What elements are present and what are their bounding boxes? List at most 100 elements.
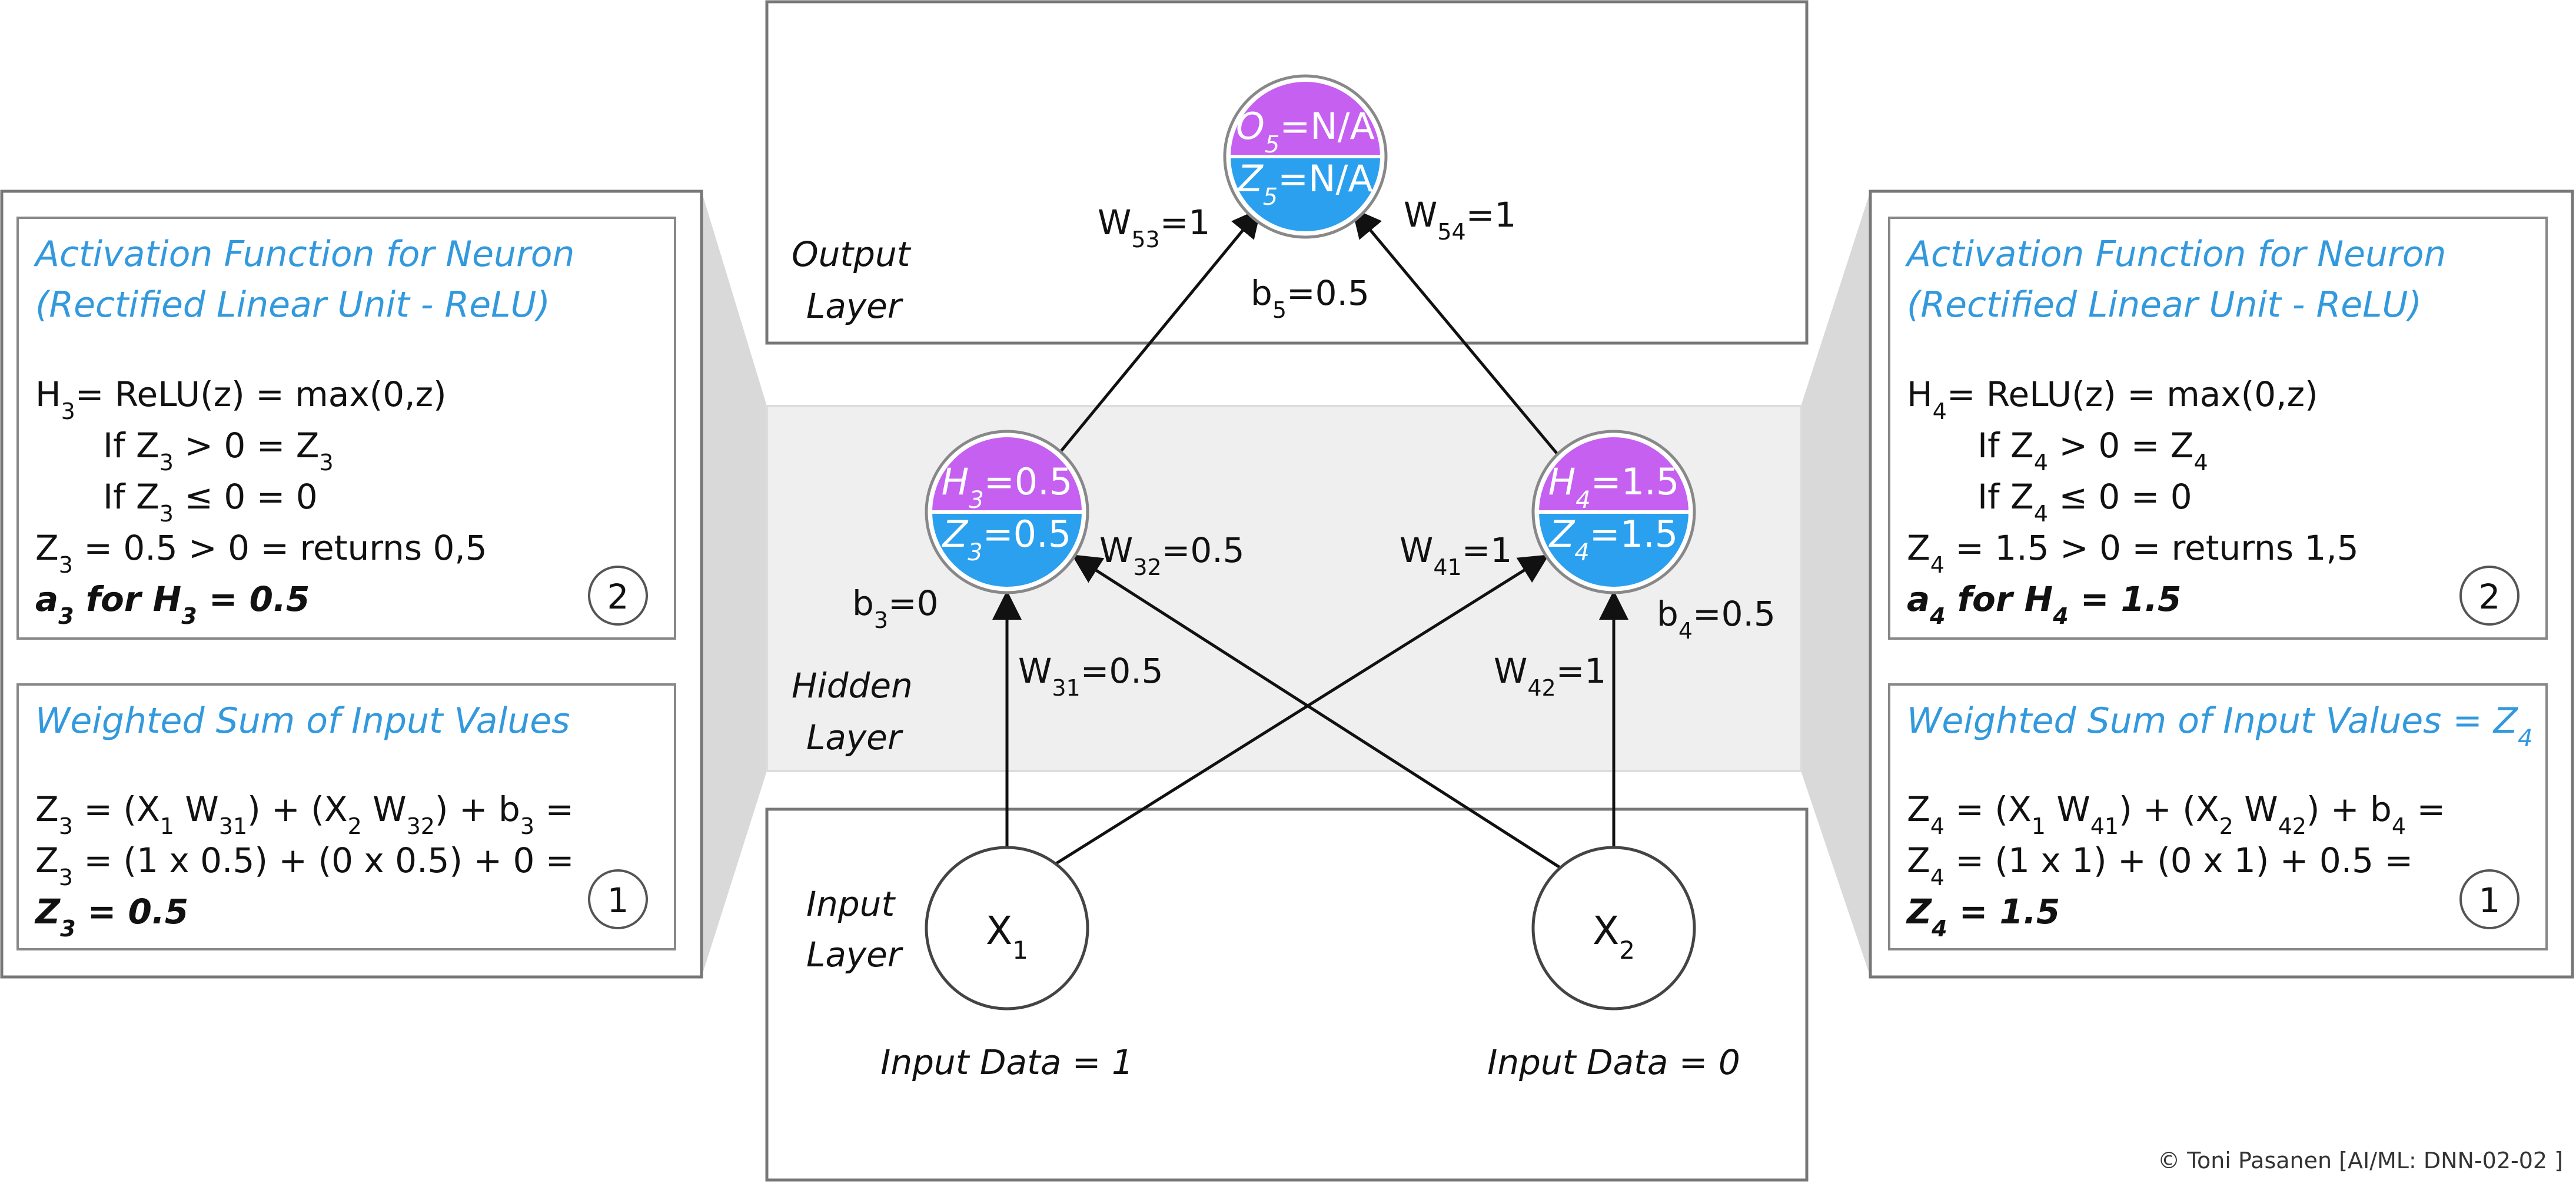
svg-text:Z5=N/A: Z5=N/A [1237, 157, 1373, 211]
neuron-h3: H3=0.5 Z3=0.5 [925, 430, 1089, 594]
right-weighted-line-2: Z4 = (1 x 1) + (0 x 1) + 0.5 = [1907, 840, 2413, 890]
right-panel-connector [1801, 191, 1870, 977]
left-activation-title-1: Activation Function for Neuron [33, 234, 574, 275]
x1-letter: X [986, 908, 1012, 953]
right-activation-line-3: If Z4 ≤ 0 = 0 [1977, 477, 2192, 527]
weight-w53: W53=1 [1098, 202, 1210, 252]
right-activation-title-2: (Rectified Linear Unit - ReLU) [1907, 284, 2422, 325]
left-step-1-badge: 1 [588, 869, 648, 929]
svg-text:X2: X2 [1593, 908, 1635, 965]
h3-top-value: =0.5 [984, 460, 1073, 503]
left-panel-connector [702, 191, 767, 977]
right-weighted-text: Weighted Sum of Input Values = Z4 Z4 = (… [1906, 700, 2532, 942]
svg-text:2: 2 [607, 577, 629, 617]
left-activation-title-2: (Rectified Linear Unit - ReLU) [35, 284, 550, 325]
h4-top-value: =1.5 [1591, 460, 1680, 503]
left-weighted-line-3: Z3 = 0.5 [34, 892, 188, 942]
h4-bottom-sub: 4 [1574, 539, 1589, 566]
left-weighted-title: Weighted Sum of Input Values [35, 700, 570, 742]
h3-top-letter: H [942, 460, 969, 503]
h3-bottom-letter: Z [942, 513, 969, 556]
svg-text:Layer: Layer [806, 286, 903, 326]
right-activation-title-1: Activation Function for Neuron [1904, 234, 2446, 275]
right-activation-line-5: a4 for H4 = 1.5 [1907, 579, 2181, 629]
right-activation-line-4: Z4 = 1.5 > 0 = returns 1,5 [1907, 528, 2359, 578]
svg-text:X1: X1 [986, 908, 1028, 965]
left-activation-line-4: Z3 = 0.5 > 0 = returns 0,5 [35, 528, 487, 578]
right-activation-line-2: If Z4 > 0 = Z4 [1977, 426, 2208, 476]
bias-b4: b4=0.5 [1657, 594, 1776, 644]
x2-sub: 2 [1619, 936, 1635, 965]
svg-text:Layer: Layer [806, 935, 903, 975]
svg-text:1: 1 [2479, 880, 2501, 920]
left-step-2-badge: 2 [588, 566, 648, 626]
o5-top-letter: O [1236, 105, 1265, 148]
input-data-x2: Input Data = 0 [1487, 1042, 1740, 1082]
h4-bottom-letter: Z [1548, 513, 1575, 556]
left-weighted-line-2: Z3 = (1 x 0.5) + (0 x 0.5) + 0 = [35, 840, 574, 890]
x1-sub: 1 [1012, 936, 1028, 965]
h3-bottom-value: =0.5 [983, 513, 1072, 556]
left-activation-text: Activation Function for Neuron (Rectifie… [33, 234, 574, 629]
svg-text:H3=0.5: H3=0.5 [942, 460, 1073, 514]
right-weighted-box [1888, 683, 2548, 950]
right-activation-text: Activation Function for Neuron (Rectifie… [1904, 234, 2446, 629]
bias-b5: b5=0.5 [1251, 273, 1370, 323]
right-activation-box [1888, 217, 2548, 640]
left-activation-line-1: H3= ReLU(z) = max(0,z) [35, 374, 447, 424]
svg-text:Z4=1.5: Z4=1.5 [1548, 513, 1678, 566]
h4-bottom-value: =1.5 [1590, 513, 1678, 556]
h3-top-sub: 3 [969, 487, 983, 514]
svg-text:H4=1.5: H4=1.5 [1548, 460, 1680, 514]
weight-w54: W54=1 [1404, 195, 1516, 245]
svg-text:2: 2 [2479, 577, 2501, 617]
copyright-text: © Toni Pasanen [AI/ML: DNN-02-02 ] [2158, 1148, 2563, 1174]
h4-top-letter: H [1548, 460, 1576, 503]
right-weighted-title: Weighted Sum of Input Values = Z4 [1907, 700, 2532, 752]
weight-w31: W31=0.5 [1018, 651, 1164, 701]
edge-h3-o5 [1055, 208, 1262, 458]
right-step-1-badge: 1 [2459, 869, 2520, 929]
o5-bottom-letter: Z [1237, 157, 1264, 200]
right-step-2-badge: 2 [2459, 566, 2520, 626]
edge-x2-h3 [1071, 554, 1567, 873]
svg-text:Input: Input [806, 884, 896, 924]
output-layer-label: Output Layer [792, 234, 912, 326]
edge-h4-o5 [1351, 208, 1561, 458]
hidden-layer-label: Hidden Layer [792, 666, 913, 757]
edge-x1-h4 [1052, 554, 1550, 867]
h3-bottom-sub: 3 [968, 539, 982, 566]
weight-w41: W41=1 [1400, 530, 1512, 580]
left-activation-line-5: a3 for H3 = 0.5 [35, 579, 310, 629]
neuron-o5: O5=N/A Z5=N/A [1223, 74, 1388, 239]
left-weighted-text: Weighted Sum of Input Values Z3 = (X1 W3… [34, 700, 574, 942]
left-activation-line-2: If Z3 > 0 = Z3 [103, 426, 334, 476]
x2-letter: X [1593, 908, 1619, 953]
o5-top-value: =N/A [1279, 105, 1375, 148]
input-layer-label: Input Layer [806, 884, 903, 975]
left-activation-line-3: If Z3 ≤ 0 = 0 [103, 477, 318, 527]
left-weighted-box [16, 683, 676, 950]
svg-text:Hidden: Hidden [792, 666, 913, 706]
o5-bottom-sub: 5 [1263, 184, 1278, 211]
left-activation-box [16, 217, 676, 640]
svg-text:1: 1 [607, 880, 629, 920]
weight-w42: W42=1 [1494, 651, 1606, 701]
neuron-x1: X1 [925, 846, 1089, 1010]
h4-top-sub: 4 [1575, 487, 1590, 514]
weight-w32: W32=0.5 [1099, 530, 1245, 580]
neuron-x2: X2 [1531, 846, 1696, 1010]
svg-text:Output: Output [792, 234, 912, 274]
neuron-h4: H4=1.5 Z4=1.5 [1531, 430, 1696, 594]
input-data-x1: Input Data = 1 [880, 1042, 1133, 1082]
o5-bottom-value: =N/A [1278, 157, 1373, 200]
svg-text:O5=N/A: O5=N/A [1236, 105, 1375, 158]
right-weighted-line-1: Z4 = (X1 W41) + (X2 W42) + b4 = [1907, 789, 2445, 839]
left-weighted-line-1: Z3 = (X1 W31) + (X2 W32) + b3 = [35, 789, 574, 839]
svg-text:Layer: Layer [806, 717, 903, 757]
bias-b3: b3=0 [852, 583, 939, 633]
right-weighted-line-3: Z4 = 1.5 [1906, 892, 2060, 942]
svg-text:Z3=0.5: Z3=0.5 [942, 513, 1072, 566]
right-activation-line-1: H4= ReLU(z) = max(0,z) [1907, 374, 2318, 424]
